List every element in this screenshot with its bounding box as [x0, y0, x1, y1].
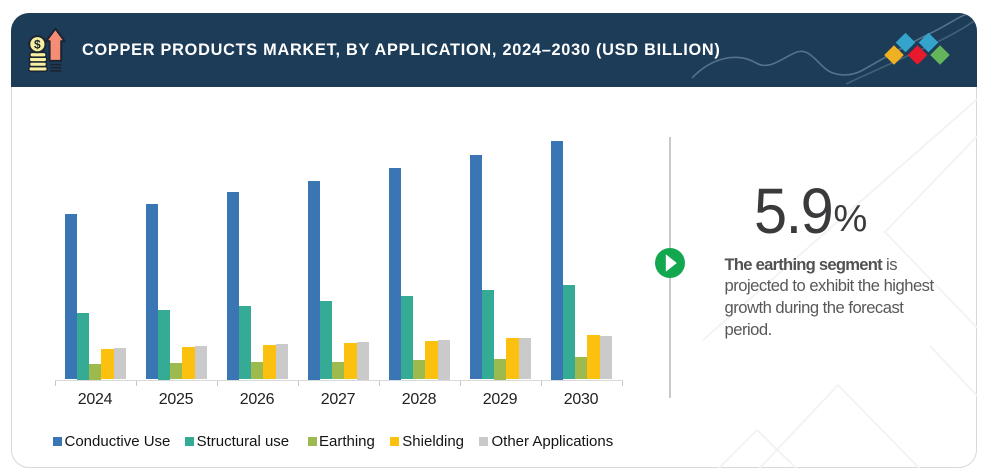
svg-text:$: $: [34, 38, 41, 52]
